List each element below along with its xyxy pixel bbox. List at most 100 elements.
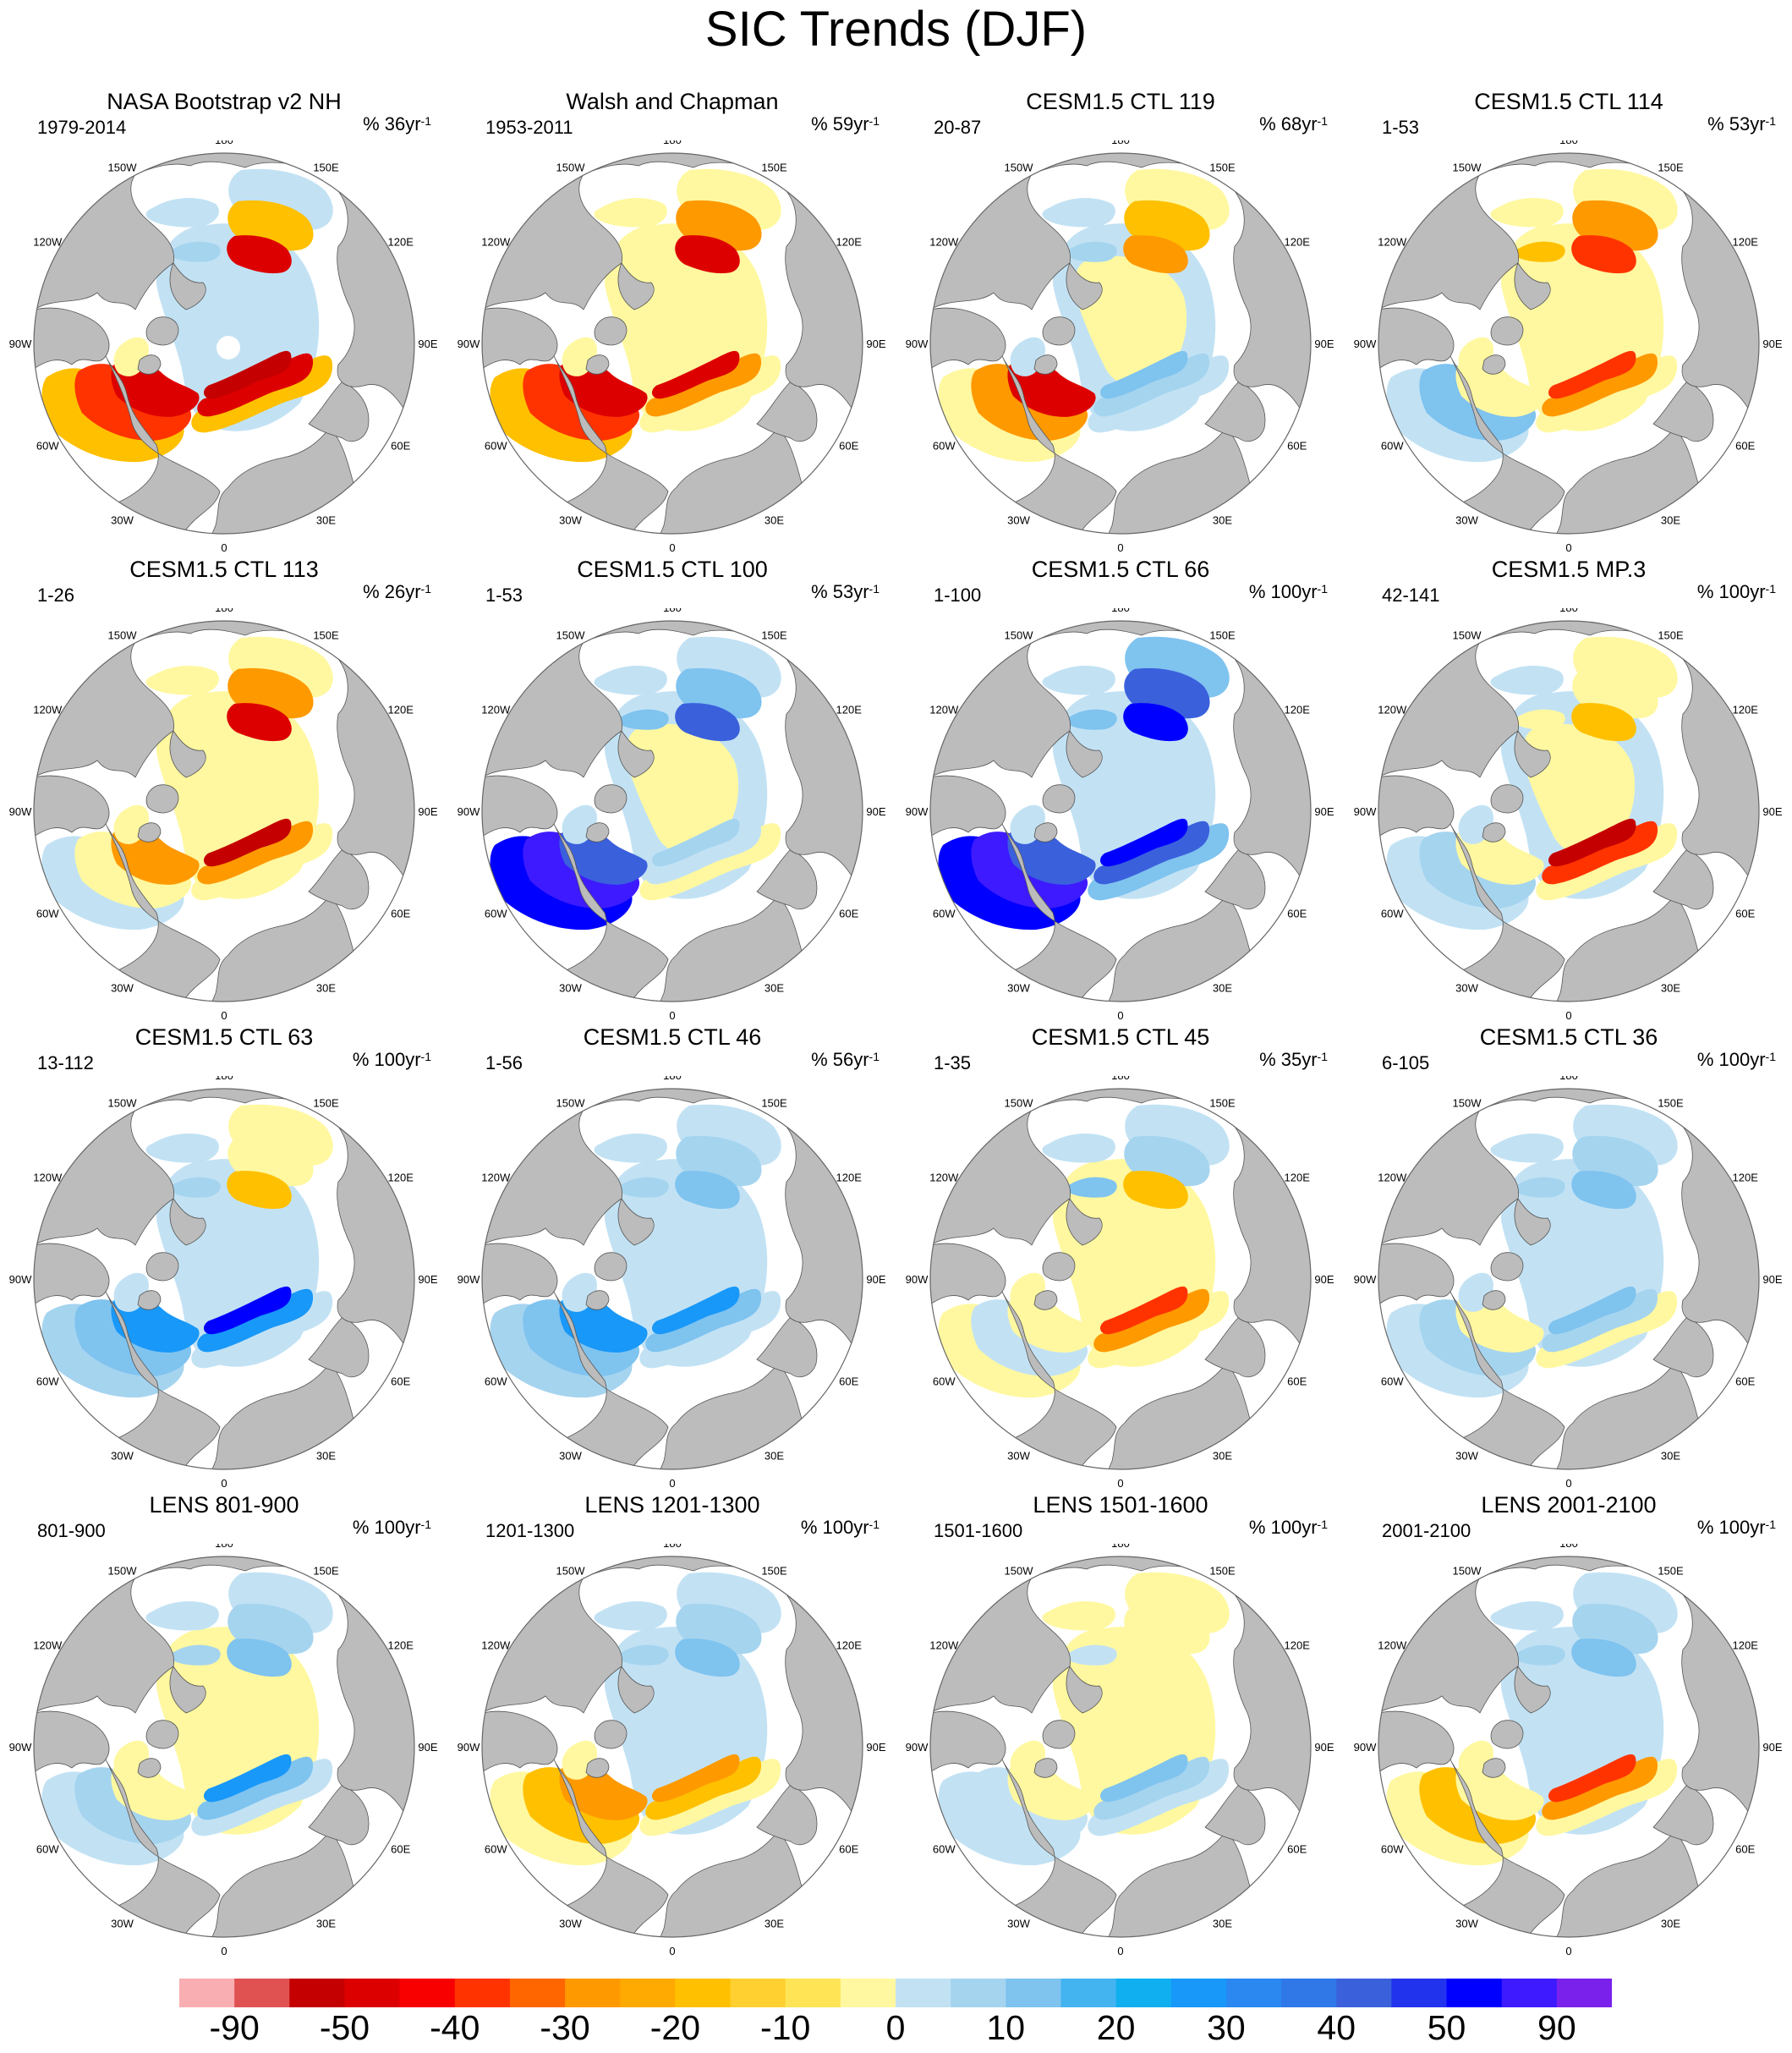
map-panel: Walsh and Chapman 1953-2011 % 59yr-1 180 150… xyxy=(448,88,896,555)
ok-trend-core xyxy=(1571,1639,1636,1677)
land-mass-8 xyxy=(585,822,610,843)
land-mass-2 xyxy=(1378,1759,1565,1937)
colorbar-tick-label: -90 xyxy=(209,2008,260,2047)
ber-trend xyxy=(1042,1134,1115,1163)
polar-map: 180 150E 120E 90E 60E 30E 0 30W 60W 90W 120W 150W xyxy=(0,1544,448,1958)
longitude-label: 120W xyxy=(1378,704,1407,716)
colorbar-swatch xyxy=(896,1979,951,2007)
colorbar-tick-label: 20 xyxy=(1096,2008,1136,2047)
ber-trend xyxy=(145,1601,219,1631)
panel-units-exponent: -1 xyxy=(1765,114,1776,128)
panel-units: % 36yr-1 xyxy=(363,113,431,135)
panel-period: 20-87 xyxy=(934,117,982,138)
longitude-label: 60E xyxy=(391,1843,410,1856)
longitude-label: 0 xyxy=(1117,1009,1123,1022)
polar-map: 180 150E 120E 90E 60E 30E 0 30W 60W 90W 120W 150W xyxy=(0,1076,448,1490)
land-mass-6 xyxy=(617,1198,655,1246)
longitude-label: 90E xyxy=(866,1741,885,1754)
colorbar-swatch xyxy=(234,1979,290,2007)
longitude-label: 60E xyxy=(839,440,858,453)
panel-units-exponent: -1 xyxy=(1765,582,1776,596)
longitude-label: 120W xyxy=(481,1172,511,1184)
colorbar-tick-label: -10 xyxy=(760,2008,811,2047)
panel-units: % 100yr-1 xyxy=(801,1517,880,1539)
longitude-label: 60E xyxy=(1735,440,1755,453)
panel-title: LENS 801-900 xyxy=(149,1492,299,1518)
bar-trend-core xyxy=(651,350,740,399)
map-boundary xyxy=(929,1088,1312,1470)
ok-trend-core xyxy=(227,1171,292,1210)
longitude-label: 180 xyxy=(1111,1076,1130,1082)
panel-title: LENS 2001-2100 xyxy=(1481,1492,1657,1518)
land-mass-8 xyxy=(585,1758,610,1778)
panel-units: % 100yr-1 xyxy=(1249,581,1328,603)
ber-trend-core xyxy=(1514,1177,1565,1198)
ber-trend xyxy=(145,198,219,228)
land-mass-8 xyxy=(1482,354,1506,375)
land-mass-6 xyxy=(169,1666,206,1714)
longitude-label: 30W xyxy=(1455,514,1478,527)
longitude-label: 90W xyxy=(9,1741,32,1754)
longitude-label: 30E xyxy=(316,1450,336,1463)
longitude-label: 30E xyxy=(1661,982,1680,995)
land-mass-2 xyxy=(930,823,1117,1002)
land-mass-8 xyxy=(137,1758,162,1778)
polar-map: 180 150E 120E 90E 60E 30E 0 30W 60W 90W 120W 150W xyxy=(448,1076,896,1490)
longitude-label: 120W xyxy=(929,236,959,249)
land-mass-5 xyxy=(134,1556,414,1832)
colorbar-swatch xyxy=(399,1979,456,2007)
longitude-label: 30E xyxy=(316,1918,336,1930)
panel-units-exponent: -1 xyxy=(1317,1518,1328,1531)
land-mass-8 xyxy=(1033,1290,1058,1310)
longitude-label: 150E xyxy=(1658,161,1684,173)
longitude-label: 120W xyxy=(33,1172,63,1184)
panel-units: % 100yr-1 xyxy=(353,1049,431,1071)
colorbar-swatch xyxy=(344,1979,401,2007)
land-mass-7 xyxy=(145,316,179,346)
panel-units-text: % 100yr xyxy=(1696,581,1766,602)
longitude-label: 150E xyxy=(761,1564,787,1577)
land-mass-5 xyxy=(583,1556,863,1832)
ber-trend xyxy=(1042,1601,1115,1631)
longitude-label: 90W xyxy=(458,338,480,350)
map-boundary xyxy=(1378,152,1760,535)
longitude-label: 30W xyxy=(559,982,582,995)
longitude-label: 60E xyxy=(1287,908,1307,920)
colorbar-swatch xyxy=(1170,1979,1227,2007)
longitude-label: 30E xyxy=(316,514,336,527)
land-mass-4 xyxy=(756,1316,818,1378)
longitude-label: 90W xyxy=(9,1273,32,1286)
longitude-label: 60W xyxy=(1381,1843,1404,1856)
longitude-label: 90W xyxy=(906,338,929,350)
land-mass-6 xyxy=(169,1198,206,1246)
land-mass-6 xyxy=(1066,1666,1103,1714)
land-mass-8 xyxy=(1482,822,1506,843)
land-mass-7 xyxy=(1042,316,1076,346)
longitude-label: 60W xyxy=(36,908,59,920)
longitude-label: 90W xyxy=(906,1741,929,1754)
ber-trend xyxy=(594,1601,667,1631)
longitude-label: 0 xyxy=(1117,541,1123,554)
longitude-label: 120E xyxy=(836,704,863,716)
longitude-label: 150E xyxy=(313,161,339,173)
longitude-label: 90E xyxy=(1314,1741,1334,1754)
colorbar-swatch xyxy=(454,1979,511,2007)
map-boundary xyxy=(33,1556,415,1938)
bar-trend-core xyxy=(203,818,292,867)
longitude-label: 30W xyxy=(111,1450,134,1463)
colorbar-tick-label: -40 xyxy=(430,2008,480,2047)
longitude-label: 30W xyxy=(1007,1918,1030,1930)
land-mass-8 xyxy=(1033,354,1058,375)
land-mass-4 xyxy=(1652,381,1714,442)
land-mass-2 xyxy=(1378,355,1565,534)
longitude-label: 0 xyxy=(669,1945,675,1957)
bar-trend-core xyxy=(1099,1286,1188,1335)
panel-title: CESM1.5 CTL 119 xyxy=(1026,89,1215,114)
bar-trend-core xyxy=(651,818,740,867)
land-mass-4 xyxy=(1204,1784,1266,1846)
polar-map: 180 150E 120E 90E 60E 30E 0 30W 60W 90W 120W 150W xyxy=(896,1544,1345,1958)
ber-trend-core xyxy=(1514,1644,1565,1666)
longitude-label: 30W xyxy=(1455,1450,1478,1463)
longitude-label: 90E xyxy=(418,338,437,350)
